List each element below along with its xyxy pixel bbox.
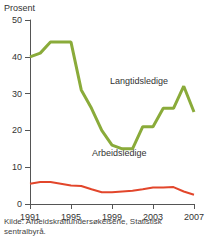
svg-text:0: 0 xyxy=(17,199,22,209)
svg-text:Langtidsledige: Langtidsledige xyxy=(110,76,168,86)
svg-text:sentralbyrå.: sentralbyrå. xyxy=(4,227,46,236)
svg-text:2003: 2003 xyxy=(143,212,163,222)
svg-text:1995: 1995 xyxy=(61,212,81,222)
svg-text:Kilde: Arbeidskraftundersøkels: Kilde: Arbeidskraftundersøkelsene, Stati… xyxy=(4,216,165,226)
svg-text:40: 40 xyxy=(12,52,22,62)
svg-text:1999: 1999 xyxy=(102,212,122,222)
svg-text:Arbeidsledige: Arbeidsledige xyxy=(92,147,147,158)
svg-text:20: 20 xyxy=(12,125,22,135)
svg-text:1991: 1991 xyxy=(20,212,40,222)
svg-text:Prosent: Prosent xyxy=(4,3,36,13)
svg-text:50: 50 xyxy=(12,15,22,25)
svg-text:2007: 2007 xyxy=(184,212,204,222)
svg-text:30: 30 xyxy=(12,89,22,99)
svg-text:10: 10 xyxy=(12,162,22,172)
